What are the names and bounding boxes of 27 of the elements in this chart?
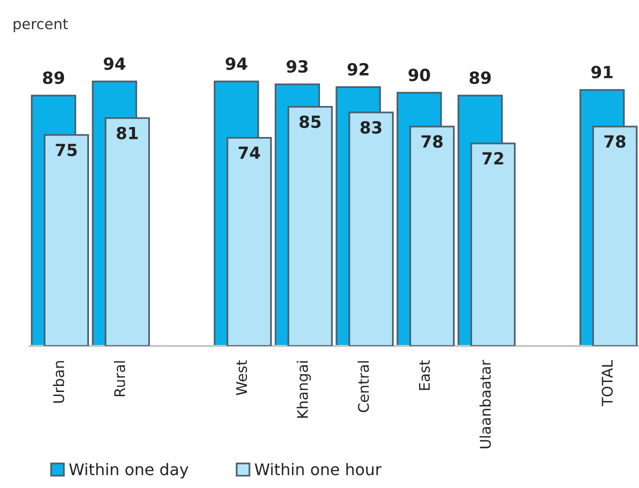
- x-tick-label: Khangai: [296, 361, 311, 418]
- data-label: 90: [408, 68, 430, 82]
- data-label: 93: [286, 60, 308, 73]
- x-tick-label: Central: [358, 361, 369, 412]
- y-axis-title: percent: [14, 18, 68, 32]
- data-label: 89: [470, 71, 491, 84]
- data-label: 85: [300, 115, 321, 128]
- x-tick-label: Urban: [52, 361, 64, 403]
- data-label: 78: [422, 135, 443, 148]
- data-label: 83: [360, 121, 382, 134]
- x-tick-label: TOTAL: [602, 360, 613, 406]
- x-tick-label: Ulaanbaatar: [480, 360, 491, 448]
- data-label: 92: [348, 62, 368, 76]
- data-label: 91: [591, 66, 613, 78]
- x-tick-label: West: [236, 360, 248, 396]
- data-label: 78: [604, 135, 626, 148]
- data-label: 81: [116, 126, 138, 140]
- data-label: 94: [226, 57, 248, 70]
- data-label: 72: [482, 152, 504, 164]
- data-label: 89: [42, 71, 64, 84]
- data-label: 74: [238, 146, 260, 159]
- legend-label: Within one hour: [254, 462, 382, 476]
- legend-label: Within one day: [69, 462, 188, 478]
- data-label: 75: [56, 144, 77, 156]
- x-tick-label: Rural: [114, 361, 126, 396]
- data-label: 94: [104, 57, 126, 70]
- x-tick-label: East: [419, 360, 430, 390]
